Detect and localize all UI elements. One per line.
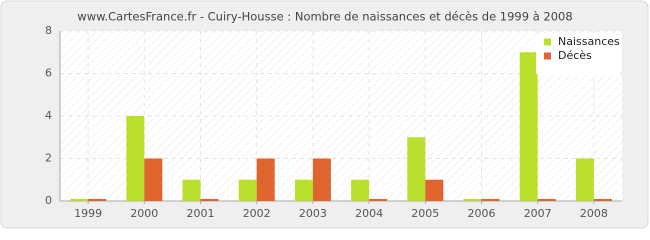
bar <box>369 199 388 201</box>
bar <box>256 158 275 201</box>
bar <box>144 158 163 201</box>
legend-label: Naissances <box>558 35 620 48</box>
x-tick-label: 2003 <box>299 207 327 220</box>
bar <box>294 179 313 201</box>
bar <box>238 179 257 201</box>
chart-title: www.CartesFrance.fr - Cuiry-Housse : Nom… <box>77 10 572 24</box>
bar <box>126 116 145 201</box>
legend-label: Décès <box>558 49 592 62</box>
y-tick-label: 0 <box>45 194 52 207</box>
bar <box>425 179 444 201</box>
legend-swatch <box>544 38 551 46</box>
bar <box>519 52 538 201</box>
bar <box>200 199 219 201</box>
x-tick-label: 2006 <box>468 207 496 220</box>
chart: www.CartesFrance.fr - Cuiry-Housse : Nom… <box>0 0 649 229</box>
y-tick-label: 6 <box>45 67 52 80</box>
y-tick-label: 2 <box>45 152 52 165</box>
x-tick-label: 1999 <box>74 207 102 220</box>
x-tick-label: 2007 <box>524 207 552 220</box>
bar <box>575 158 594 201</box>
x-tick-label: 2005 <box>411 207 439 220</box>
x-tick-label: 2000 <box>130 207 158 220</box>
bar <box>481 199 500 201</box>
x-tick-label: 2002 <box>243 207 271 220</box>
bar <box>312 158 331 201</box>
legend-swatch <box>544 52 551 60</box>
x-tick-label: 2004 <box>355 207 383 220</box>
bar <box>463 199 482 201</box>
legend-box <box>536 33 620 75</box>
bar <box>88 199 107 201</box>
x-tick-label: 2008 <box>580 207 608 220</box>
y-tick-label: 8 <box>45 24 52 37</box>
y-tick-label: 4 <box>45 109 52 122</box>
bar <box>407 137 426 201</box>
bar <box>593 199 612 201</box>
bar <box>537 199 556 201</box>
bar <box>70 199 89 201</box>
bar <box>182 179 201 201</box>
bar <box>351 179 370 201</box>
x-tick-label: 2001 <box>187 207 215 220</box>
